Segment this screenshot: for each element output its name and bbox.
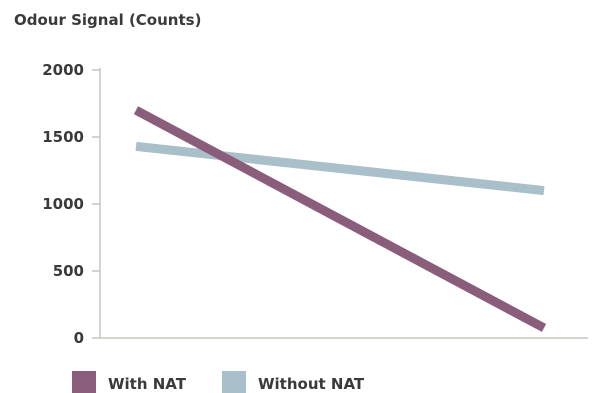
series-layer (133, 106, 547, 332)
legend-swatch (222, 371, 246, 393)
y-ticks: 0 500 1000 1500 2000 (42, 61, 100, 347)
y-tick-label: 2000 (42, 61, 84, 79)
y-tick-label: 0 (74, 329, 84, 347)
legend-label: With NAT (108, 375, 187, 393)
legend-swatch (72, 371, 96, 393)
y-tick-label: 1000 (42, 195, 84, 213)
y-tick-label: 1500 (42, 128, 84, 146)
series-line-without-nat (135, 141, 545, 196)
y-tick-label: 500 (53, 262, 84, 280)
series-line-with-nat (133, 106, 547, 332)
legend-label: Without NAT (258, 375, 365, 393)
y-axis-label: Odour Signal (Counts) (14, 11, 201, 29)
legend: With NAT Without NAT (72, 371, 365, 393)
